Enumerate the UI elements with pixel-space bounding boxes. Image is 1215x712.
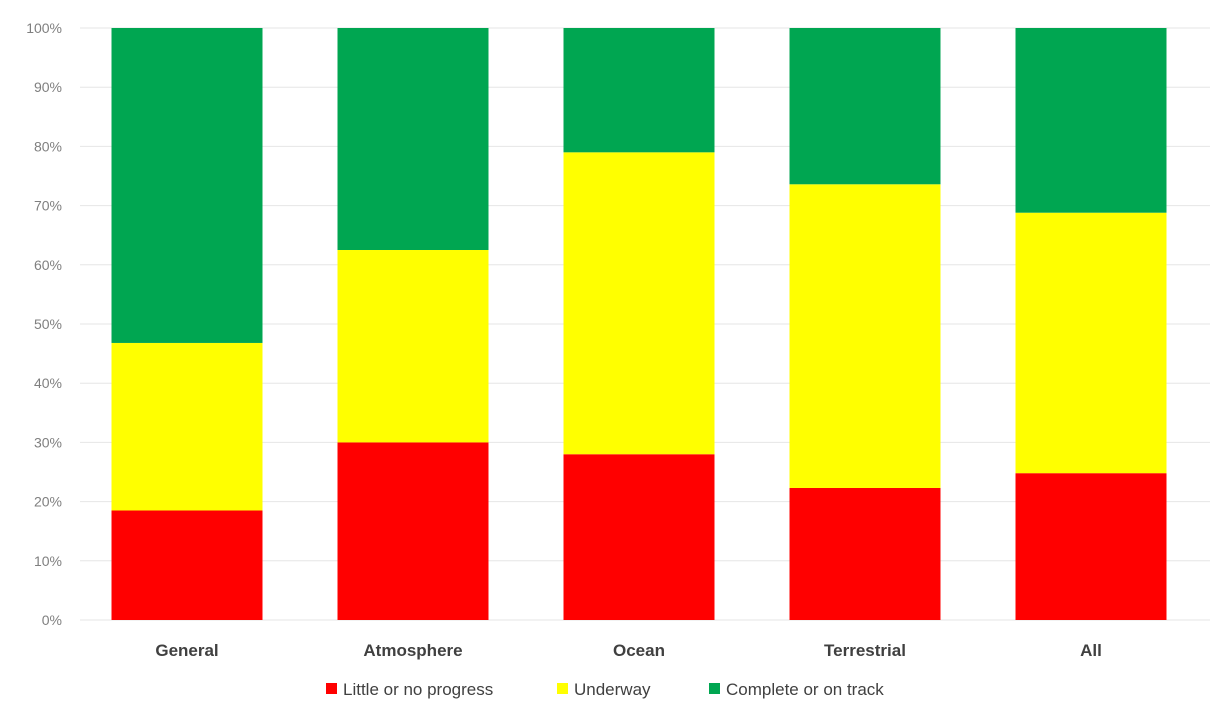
legend: Little or no progress Underway Complete or… [326,680,884,699]
x-axis-category-labels: General Atmosphere Ocean Terrestrial All [155,641,1102,660]
y-tick-label: 90% [34,79,62,95]
legend-label: Complete or on track [726,680,884,699]
x-category-label: Atmosphere [363,641,462,660]
x-category-label: All [1080,641,1102,660]
y-tick-label: 60% [34,257,62,273]
y-tick-label: 0% [42,612,62,628]
bar-segment-underway-atmosphere [337,250,489,443]
legend-item: Little or no progress [326,680,493,699]
bar-segment-underway-terrestrial [789,184,941,488]
y-tick-label: 70% [34,198,62,214]
bar-segment-complete-or-on-track-atmosphere [337,28,489,250]
legend-swatch [709,683,720,694]
bar-segment-little-or-no-progress-all [1015,473,1167,620]
bar-segment-little-or-no-progress-general [111,510,263,620]
bar-segment-complete-or-on-track-ocean [563,28,715,153]
bar-segment-underway-all [1015,212,1167,474]
y-tick-label: 40% [34,375,62,391]
x-category-label: General [155,641,218,660]
legend-label: Underway [574,680,651,699]
legend-swatch [557,683,568,694]
bars [111,28,1167,620]
y-axis-tick-labels: 0% 10% 20% 30% 40% 50% 60% 70% 80% 90% 100% [26,20,62,628]
bar-segment-little-or-no-progress-ocean [563,454,715,620]
x-category-label: Ocean [613,641,665,660]
legend-item: Complete or on track [709,680,884,699]
y-tick-label: 100% [26,20,62,36]
bar-segment-complete-or-on-track-terrestrial [789,28,941,185]
y-tick-label: 20% [34,494,62,510]
legend-swatch [326,683,337,694]
y-tick-label: 10% [34,553,62,569]
y-tick-label: 80% [34,138,62,154]
bar-segment-complete-or-on-track-all [1015,28,1167,213]
bar-segment-little-or-no-progress-atmosphere [337,442,489,620]
bar-segment-little-or-no-progress-terrestrial [789,487,941,620]
y-tick-label: 50% [34,316,62,332]
y-tick-label: 30% [34,434,62,450]
bar-segment-complete-or-on-track-general [111,28,263,343]
bar-segment-underway-general [111,342,263,511]
legend-label: Little or no progress [343,680,493,699]
x-category-label: Terrestrial [824,641,906,660]
bar-segment-underway-ocean [563,152,715,455]
legend-item: Underway [557,680,651,699]
